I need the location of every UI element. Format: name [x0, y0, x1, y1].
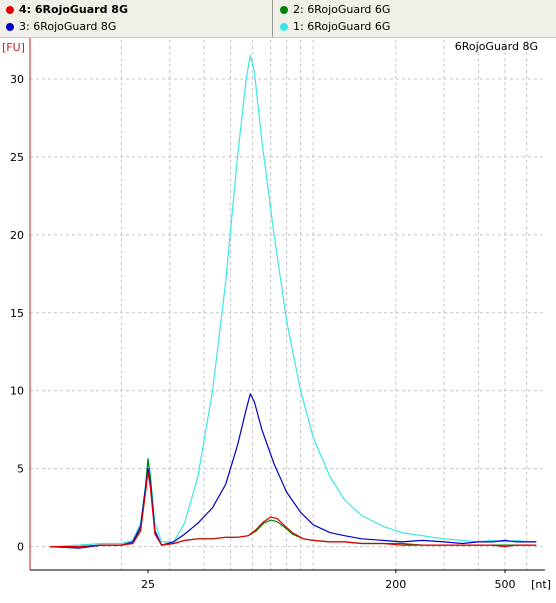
- legend: 4: 6RojoGuard 8G 3: 6RojoGuard 8G 2: 6Ro…: [0, 0, 556, 38]
- grid: [30, 40, 545, 570]
- legend-label: 2: 6RojoGuard 6G: [293, 3, 391, 16]
- y-tick-label: 25: [10, 151, 24, 164]
- legend-item-sample-1[interactable]: 1: 6RojoGuard 6G: [280, 19, 390, 35]
- legend-label: 4: 6RojoGuard 8G: [19, 3, 128, 16]
- y-tick-label: 10: [10, 385, 24, 398]
- sample-2-dot-icon: [280, 6, 288, 14]
- series-line-4: [50, 471, 537, 548]
- y-tick-label: 0: [17, 541, 24, 554]
- legend-divider: [272, 0, 273, 37]
- y-tick-label: 5: [17, 463, 24, 476]
- legend-item-sample-2[interactable]: 2: 6RojoGuard 6G: [280, 2, 390, 18]
- y-tick-label: 15: [10, 307, 24, 320]
- legend-item-sample-3[interactable]: 3: 6RojoGuard 8G: [6, 19, 116, 35]
- y-tick-label: 30: [10, 73, 24, 86]
- legend-label: 1: 6RojoGuard 6G: [293, 20, 391, 33]
- legend-item-sample-4[interactable]: 4: 6RojoGuard 8G: [6, 2, 128, 18]
- y-tick-label: 20: [10, 229, 24, 242]
- x-tick-label: 25: [141, 578, 155, 591]
- sample-1-dot-icon: [280, 23, 288, 31]
- chart-title: 6RojoGuard 8G: [455, 40, 538, 53]
- x-tick-label: 200: [385, 578, 406, 591]
- tick-labels: 0 5 10 15 20 25 30 25 200 500: [10, 73, 516, 591]
- y-axis-label: [FU]: [2, 41, 25, 54]
- x-tick-label: 500: [495, 578, 516, 591]
- legend-label: 3: 6RojoGuard 8G: [19, 20, 117, 33]
- sample-4-dot-icon: [6, 6, 14, 14]
- axes: [29, 38, 545, 571]
- sample-3-dot-icon: [6, 23, 14, 31]
- series-group: [50, 55, 537, 549]
- x-axis-label: [nt]: [531, 578, 551, 591]
- series-line-1: [50, 55, 537, 548]
- series-line-3: [50, 393, 537, 549]
